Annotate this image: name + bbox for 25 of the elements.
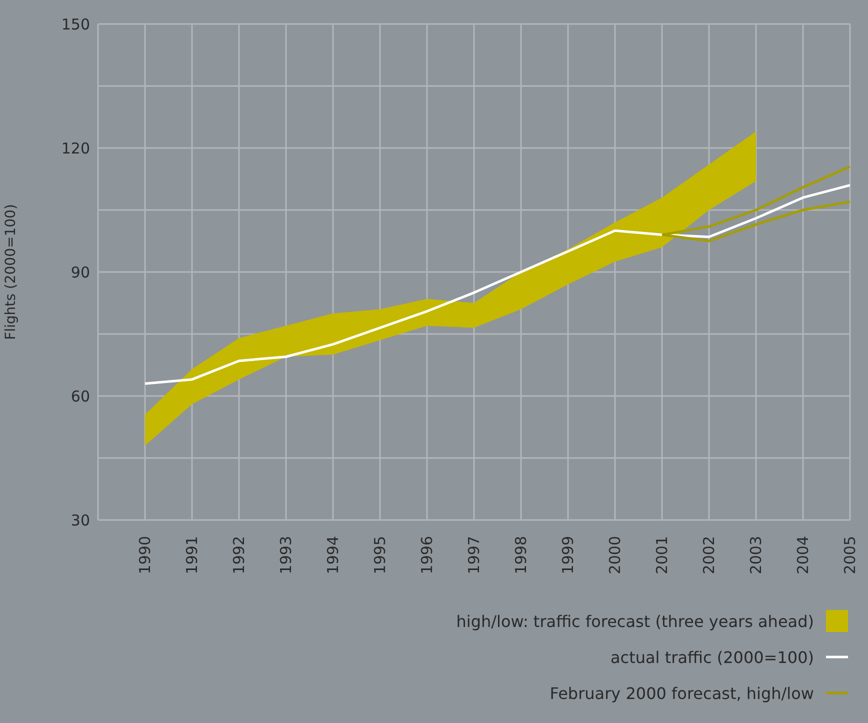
x-tick-label: 1990 — [136, 536, 154, 574]
x-tick-label: 2005 — [841, 536, 859, 574]
x-tick-label: 1997 — [465, 536, 483, 574]
y-axis-title: Flights (2000=100) — [2, 204, 19, 340]
y-tick-label: 120 — [61, 139, 90, 158]
x-tick-label: 2002 — [700, 536, 718, 574]
x-tick-label: 1991 — [183, 536, 201, 574]
y-tick-label: 90 — [70, 263, 90, 282]
y-tick-label: 60 — [70, 387, 90, 406]
x-tick-label: 2004 — [794, 536, 812, 574]
x-tick-label: 1993 — [277, 536, 295, 574]
x-tick-label: 1998 — [512, 536, 530, 574]
y-tick-label: 30 — [70, 511, 90, 530]
legend-label: high/low: traffic forecast (three years ahead) — [456, 612, 814, 630]
x-tick-label: 1996 — [418, 536, 436, 574]
y-tick-label: 150 — [61, 15, 90, 34]
x-tick-label: 1994 — [324, 536, 342, 574]
x-tick-label: 1999 — [559, 536, 577, 574]
legend-label: February 2000 forecast, high/low — [550, 684, 814, 702]
x-tick-label: 2003 — [747, 536, 765, 574]
x-tick-label: 1995 — [371, 536, 389, 574]
x-tick-label: 2000 — [606, 536, 624, 574]
x-tick-label: 1992 — [230, 536, 248, 574]
x-tick-label: 2001 — [653, 536, 671, 574]
legend-label: actual traffic (2000=100) — [610, 648, 814, 666]
